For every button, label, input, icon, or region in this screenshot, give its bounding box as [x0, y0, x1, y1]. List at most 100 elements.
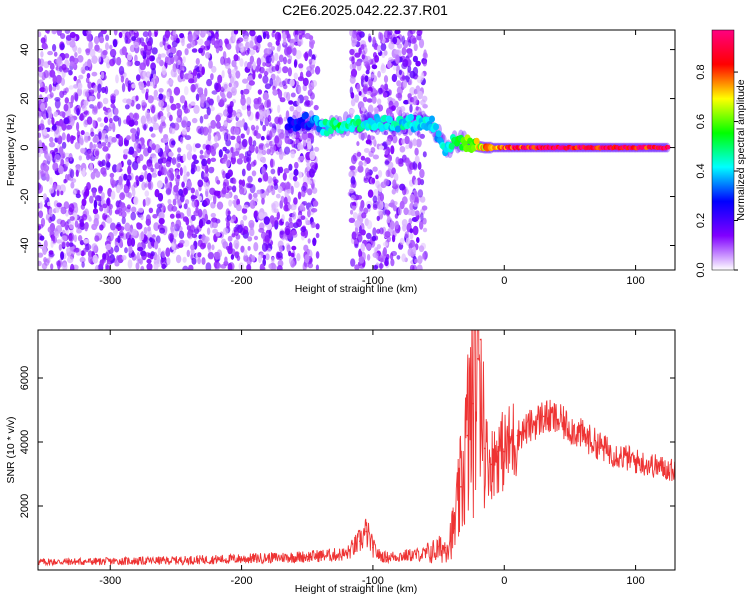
noise-cell: [44, 85, 48, 94]
noise-cell: [61, 63, 67, 71]
noise-cell: [70, 181, 75, 189]
noise-cell: [121, 210, 127, 218]
noise-cell: [248, 39, 255, 48]
noise-cell: [124, 104, 130, 110]
noise-cell: [100, 167, 107, 175]
noise-cell: [227, 235, 233, 242]
noise-cell: [262, 124, 267, 132]
noise-cell: [146, 258, 152, 264]
noise-cell: [156, 254, 160, 264]
noise-cell: [305, 217, 309, 226]
noise-cell: [74, 52, 78, 58]
noise-cell: [311, 221, 316, 228]
noise-cell: [158, 163, 163, 172]
noise-cell: [377, 70, 381, 78]
noise-cell: [414, 191, 418, 198]
noise-cell: [283, 56, 287, 65]
noise-cell: [371, 177, 376, 184]
noise-cell: [84, 110, 90, 116]
noise-cell: [210, 157, 217, 162]
noise-cell: [363, 132, 368, 139]
noise-cell: [240, 245, 245, 253]
noise-cell: [162, 37, 166, 46]
noise-cell: [409, 87, 416, 95]
noise-cell: [143, 236, 149, 244]
noise-cell: [275, 193, 281, 199]
noise-cell: [186, 43, 192, 49]
x-tick-label: -300: [99, 575, 121, 587]
noise-cell: [180, 193, 185, 203]
noise-cell: [215, 114, 221, 122]
noise-cell: [419, 168, 425, 179]
noise-cell: [276, 265, 283, 270]
noise-cell: [177, 59, 181, 65]
noise-cell: [60, 43, 65, 50]
noise-cell: [145, 252, 150, 258]
noise-cell: [150, 251, 155, 257]
colorbar-ticks: 0.0 0.2 0.4 0.6 0.8: [695, 64, 738, 278]
noise-cell: [171, 242, 176, 251]
noise-cell: [231, 59, 237, 68]
noise-cell: [367, 76, 372, 86]
noise-cell: [145, 57, 150, 67]
noise-cell: [360, 75, 365, 81]
noise-cell: [408, 39, 412, 47]
noise-cell: [394, 30, 401, 35]
noise-cell: [409, 228, 414, 234]
noise-cell: [236, 204, 242, 212]
noise-cell: [386, 138, 392, 146]
noise-cell: [378, 187, 383, 193]
noise-cell: [43, 44, 48, 49]
noise-cell: [265, 253, 270, 261]
noise-cell: [38, 70, 43, 78]
noise-cell: [274, 63, 279, 71]
snr-data-point: [466, 434, 469, 437]
noise-cell: [84, 135, 89, 143]
noise-cell: [110, 222, 116, 231]
noise-cell: [266, 148, 271, 155]
noise-cell: [266, 185, 272, 193]
noise-cell: [91, 108, 98, 115]
noise-cell: [209, 106, 215, 112]
noise-cell: [165, 247, 171, 257]
noise-cell: [236, 135, 241, 145]
noise-cell: [422, 59, 427, 67]
noise-cell: [127, 80, 132, 86]
noise-cell: [131, 206, 137, 213]
noise-cell: [39, 87, 46, 93]
noise-cell: [273, 208, 279, 214]
noise-cell: [145, 91, 149, 101]
noise-cell: [385, 209, 390, 217]
noise-cell: [168, 232, 175, 242]
noise-cell: [39, 224, 44, 229]
noise-cell: [216, 201, 224, 210]
colorbar-tick-label: 0.8: [695, 64, 707, 79]
noise-cell: [391, 234, 396, 243]
noise-cell: [60, 33, 66, 39]
noise-cell: [422, 151, 427, 158]
noise-cell: [100, 51, 107, 59]
noise-cell: [204, 87, 208, 98]
noise-cell: [236, 255, 241, 261]
noise-cell: [243, 35, 249, 42]
noise-cell: [107, 108, 113, 119]
noise-cell: [261, 149, 267, 156]
noise-cell: [271, 256, 275, 264]
noise-cell: [203, 176, 209, 183]
noise-cell: [368, 135, 375, 140]
noise-cell: [179, 33, 185, 39]
noise-cell: [285, 221, 290, 228]
noise-cell: [243, 225, 249, 235]
noise-cell: [227, 169, 233, 177]
noise-cell: [147, 30, 152, 38]
noise-cell: [366, 232, 372, 240]
snr-data-point: [490, 463, 492, 466]
noise-cell: [150, 133, 156, 138]
noise-cell: [418, 245, 425, 253]
noise-cell: [373, 188, 379, 198]
noise-cell: [270, 168, 276, 175]
noise-cell: [391, 188, 396, 195]
noise-cell: [358, 160, 364, 167]
noise-cell: [211, 90, 218, 95]
noise-cell: [41, 71, 46, 81]
